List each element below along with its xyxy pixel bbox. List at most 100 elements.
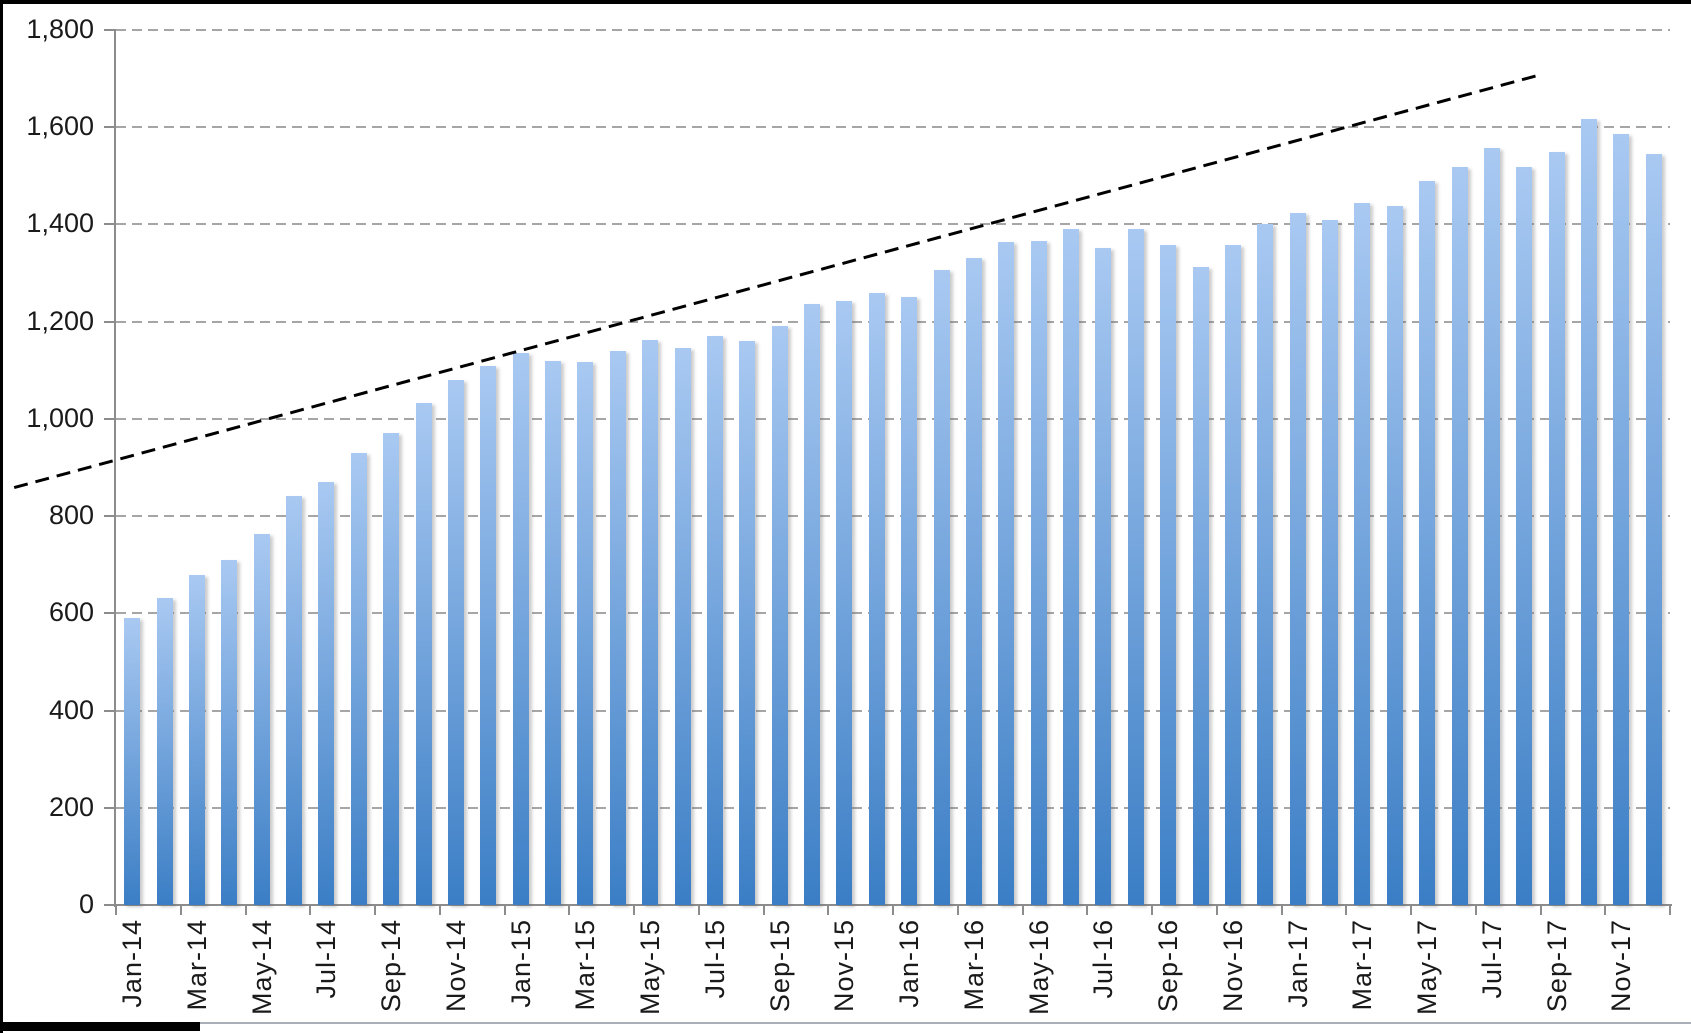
x-axis-tick: [827, 906, 830, 915]
y-axis-tick: [104, 223, 116, 226]
x-axis-tick-label: May-17: [1412, 919, 1443, 1016]
plot-area: [116, 30, 1670, 905]
x-axis-tick: [1604, 906, 1607, 915]
bar-Oct-15: [804, 304, 821, 905]
x-axis-tick-label: Sep-17: [1541, 919, 1572, 1013]
gridline: [116, 806, 1670, 809]
bar-Aug-14: [350, 452, 367, 905]
bar-Jul-15: [706, 335, 723, 905]
x-axis-tick-label: Jan-16: [894, 919, 925, 1008]
gridline: [116, 29, 1670, 31]
bar-Dec-17: [1645, 153, 1662, 905]
bar-Nov-14: [447, 380, 464, 905]
x-axis-tick: [762, 906, 765, 915]
x-axis-tick: [244, 906, 247, 915]
x-axis-tick-label: May-14: [246, 919, 277, 1016]
bar-Oct-17: [1581, 118, 1598, 905]
x-axis-tick-label: Mar-14: [181, 919, 212, 1011]
x-axis-tick: [1345, 906, 1348, 915]
y-axis-tick-label: 1,800: [26, 14, 94, 44]
bar-Mar-14: [188, 575, 205, 905]
bar-Jan-14: [124, 618, 141, 905]
x-axis-line: [114, 904, 1672, 906]
x-axis-tick-label: Sep-16: [1153, 919, 1184, 1013]
x-axis-tick: [503, 906, 506, 915]
y-axis-tick-label: 1,400: [26, 208, 94, 239]
bar-Feb-17: [1322, 219, 1339, 905]
x-axis-tick: [1669, 906, 1671, 915]
screenshot-bottom-left-edge: [0, 1022, 200, 1031]
bar-Mar-15: [577, 362, 594, 905]
x-axis-tick-label: Jul-15: [699, 919, 730, 999]
x-axis-tick-label: May-16: [1023, 919, 1054, 1016]
x-axis-tick: [1280, 906, 1283, 915]
bar-Nov-15: [836, 301, 853, 905]
x-axis-tick: [892, 906, 894, 915]
gridline: [116, 417, 1670, 420]
bar-Jan-16: [901, 296, 918, 905]
y-axis-tick: [104, 806, 116, 809]
bar-Apr-17: [1386, 205, 1403, 905]
bar-Oct-16: [1192, 266, 1209, 905]
x-axis-tick-label: Mar-16: [958, 919, 989, 1011]
x-axis-tick-label: Sep-15: [764, 919, 795, 1013]
screenshot-bottom-edge: [0, 1022, 1691, 1024]
screenshot-left-border: [0, 0, 3, 1033]
screenshot-top-border: [0, 0, 1691, 4]
y-axis-tick: [104, 709, 116, 712]
x-axis-tick: [633, 906, 635, 915]
bar-Aug-15: [739, 340, 756, 905]
x-axis-tick: [309, 906, 312, 915]
x-axis-tick-label: Nov-17: [1606, 919, 1637, 1013]
y-axis-line: [114, 29, 116, 907]
bar-Apr-16: [998, 242, 1015, 905]
gridline: [116, 126, 1670, 129]
x-axis-tick: [1086, 906, 1089, 915]
y-axis-tick-label: 1,200: [26, 305, 94, 336]
bar-Jun-15: [674, 347, 691, 905]
x-axis-tick-label: Jul-16: [1088, 919, 1119, 999]
bar-Dec-14: [480, 366, 497, 905]
y-axis-tick: [104, 417, 116, 420]
y-axis-tick-label: 400: [48, 694, 94, 725]
bar-Aug-17: [1516, 167, 1533, 905]
x-axis-tick-label: Jan-15: [505, 919, 536, 1008]
y-axis-tick-label: 800: [48, 500, 94, 531]
y-axis-tick: [104, 515, 116, 518]
y-axis-tick: [104, 29, 116, 31]
x-axis-tick-label: Jan-17: [1282, 919, 1313, 1008]
bar-Sep-15: [771, 326, 788, 905]
x-axis-tick: [438, 906, 441, 915]
trend-dashed-line: [13, 73, 1541, 490]
y-axis-tick-label: 1,000: [26, 402, 94, 433]
x-axis-tick: [1539, 906, 1542, 915]
bar-Nov-17: [1613, 134, 1630, 905]
bar-Apr-15: [609, 350, 626, 905]
bar-May-17: [1419, 180, 1436, 905]
x-axis-tick: [374, 906, 376, 915]
bar-May-15: [642, 339, 659, 905]
bar-Mar-17: [1354, 203, 1371, 905]
bar-Dec-15: [868, 293, 885, 905]
y-axis-tick: [104, 320, 116, 323]
bar-Oct-14: [415, 402, 432, 905]
bar-Jun-14: [286, 496, 303, 905]
y-axis-tick: [104, 904, 116, 906]
bar-Jan-17: [1289, 212, 1306, 905]
bar-Feb-15: [545, 360, 562, 905]
bar-Feb-16: [933, 270, 950, 905]
bar-Sep-16: [1160, 245, 1177, 905]
y-axis-tick: [104, 126, 116, 129]
x-axis-tick: [1474, 906, 1477, 915]
bar-Sep-17: [1548, 151, 1565, 905]
x-axis-tick-label: Nov-16: [1217, 919, 1248, 1013]
x-axis-tick-label: Jul-17: [1476, 919, 1507, 999]
x-axis-tick: [568, 906, 571, 915]
y-axis-tick-label: 0: [78, 889, 94, 919]
y-axis-tick-label: 200: [48, 791, 94, 822]
bar-Feb-14: [156, 597, 173, 905]
x-axis-tick-label: Sep-14: [376, 919, 407, 1013]
bar-Nov-16: [1224, 245, 1241, 905]
x-axis-tick: [1215, 906, 1218, 915]
